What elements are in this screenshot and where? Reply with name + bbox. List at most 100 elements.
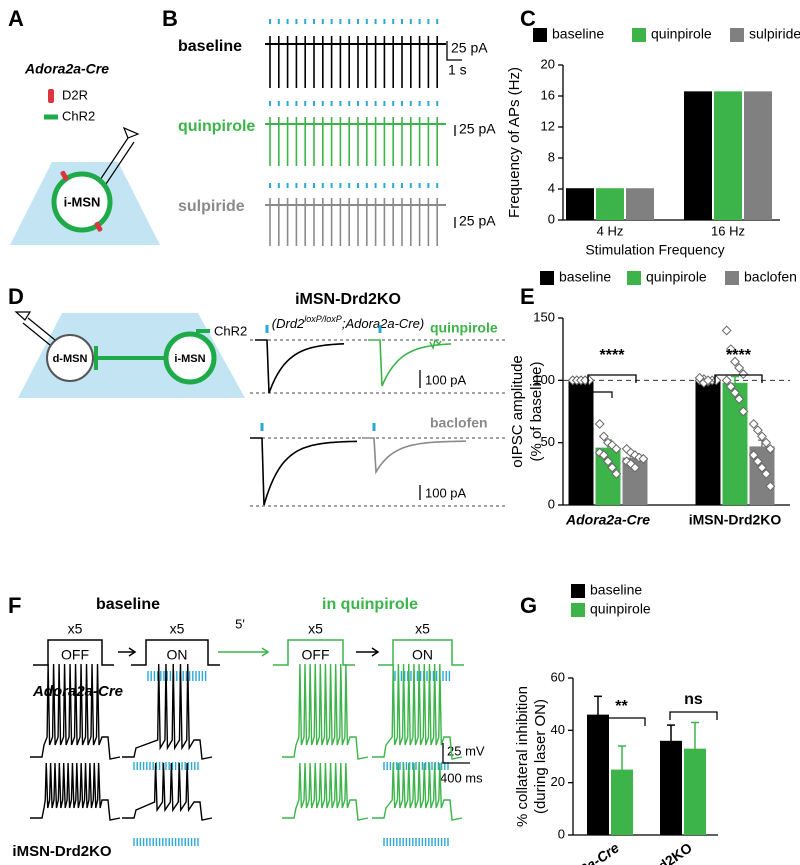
data-point	[761, 437, 772, 448]
repeat-label: x5	[308, 621, 323, 637]
scale-label: 25 pA	[459, 213, 496, 229]
data-point	[580, 375, 591, 386]
pipette-tip	[122, 126, 140, 139]
significance-label: **	[615, 698, 628, 715]
membrane-trace	[122, 663, 213, 760]
data-point	[748, 419, 759, 429]
scale-label: 25 mV	[447, 743, 485, 758]
legend-label: quinpirole	[646, 269, 707, 285]
data-point	[748, 450, 759, 461]
y-tick-label: 150	[533, 309, 555, 324]
panel-letter: F	[8, 593, 21, 618]
data-point	[725, 381, 736, 392]
imsn-cell	[163, 331, 217, 385]
data-point	[638, 453, 649, 464]
y-axis-label: oIPSC amplitude	[509, 355, 526, 468]
y-tick-label: 60	[551, 669, 565, 684]
legend-label: D2R	[62, 87, 88, 102]
step-protocol	[378, 639, 464, 666]
data-point	[711, 375, 722, 386]
bar	[722, 382, 748, 505]
imsn-cell	[51, 171, 113, 233]
current-trace	[368, 339, 452, 387]
significance-label: ****	[726, 347, 752, 364]
title: iMSN-Drd2KO	[295, 291, 401, 308]
condition-label: quinpirole	[178, 118, 255, 135]
repeat-label: x5	[170, 621, 185, 637]
x-tick-label: 4 Hz	[597, 223, 624, 238]
bar	[611, 769, 633, 835]
step-protocol	[131, 639, 220, 666]
pipette	[105, 141, 135, 185]
y-tick-label: 40	[551, 722, 565, 737]
cell-label: i-MSN	[64, 194, 101, 209]
legend-label: baseline	[590, 582, 642, 598]
legend-label: sulpiride	[749, 26, 800, 42]
condition-label: baclofen	[430, 415, 488, 431]
legend-swatch	[571, 603, 585, 617]
d2r-marker	[60, 170, 69, 181]
x-tick-label: iMSN-Drd2KO	[689, 512, 782, 528]
y-tick-label: 0	[548, 496, 555, 511]
state-label: OFF	[302, 647, 330, 663]
current-trace	[250, 437, 357, 506]
scale-label: 25 pA	[459, 121, 496, 137]
y-tick-label: 0	[558, 826, 565, 841]
y-axis-label: % collateral inhibition	[514, 686, 531, 827]
legend-swatch	[627, 271, 641, 285]
y-tick-label: 12	[541, 118, 555, 133]
significance-bracket	[669, 711, 718, 720]
legend-swatch	[632, 28, 646, 42]
condition-label: quinpirole	[430, 320, 498, 336]
subtitle-part: (Drd2	[272, 316, 305, 331]
y-tick-label: 20	[551, 774, 565, 789]
condition-label: sulpiride	[178, 198, 245, 215]
scale-bar	[446, 41, 462, 61]
data-point	[611, 468, 622, 479]
data-point	[738, 369, 749, 380]
legend-label: baclofen	[744, 269, 797, 285]
pipette	[22, 322, 51, 346]
y-tick-label: 20	[541, 56, 555, 71]
scale-label: 100 pA	[425, 372, 467, 387]
membrane-trace	[122, 762, 213, 821]
genotype-label: Adora2a-Cre	[32, 683, 123, 700]
legend-label: quinpirole	[590, 601, 651, 617]
data-point	[607, 462, 618, 473]
scale-label: 100 pA	[425, 485, 467, 500]
panel-letter: A	[8, 6, 24, 31]
data-point	[721, 325, 732, 336]
y-axis-label: (% of baseline)	[528, 361, 545, 461]
d2r-marker	[94, 221, 103, 232]
bar	[626, 188, 654, 220]
x-tick-label: 16 Hz	[711, 223, 745, 238]
data-point	[757, 462, 767, 473]
bar	[587, 714, 609, 835]
y-tick-label: 100	[533, 372, 555, 387]
y-tick-label: 50	[541, 434, 555, 449]
data-point	[611, 443, 622, 454]
wait-label: 5'	[235, 616, 245, 631]
legend-swatch	[540, 271, 554, 285]
bar	[714, 91, 742, 220]
scale-label: 400 ms	[440, 770, 483, 785]
legend-swatch	[533, 28, 547, 42]
data-point	[630, 462, 640, 473]
scale-bar	[442, 743, 470, 764]
data-point	[603, 456, 613, 467]
subtitle-sup: loxP/loxP	[304, 314, 342, 324]
repeat-label: x5	[415, 621, 430, 637]
bar	[568, 380, 594, 505]
repeat-label: x5	[68, 621, 83, 637]
panel-letter: B	[162, 6, 178, 31]
current-trace	[362, 437, 466, 475]
legend-label: ChR2	[214, 323, 247, 338]
condition-label: baseline	[178, 38, 242, 55]
condition-label: in quinpirole	[322, 596, 418, 613]
subtitle: (Drd2loxP/loxP;Adora2a-Cre)	[272, 314, 424, 331]
data-point	[725, 344, 736, 355]
d2r-legend-mark	[48, 89, 54, 103]
pipette-tip	[14, 311, 32, 321]
genotype-label: iMSN-Drd2KO	[12, 843, 112, 860]
